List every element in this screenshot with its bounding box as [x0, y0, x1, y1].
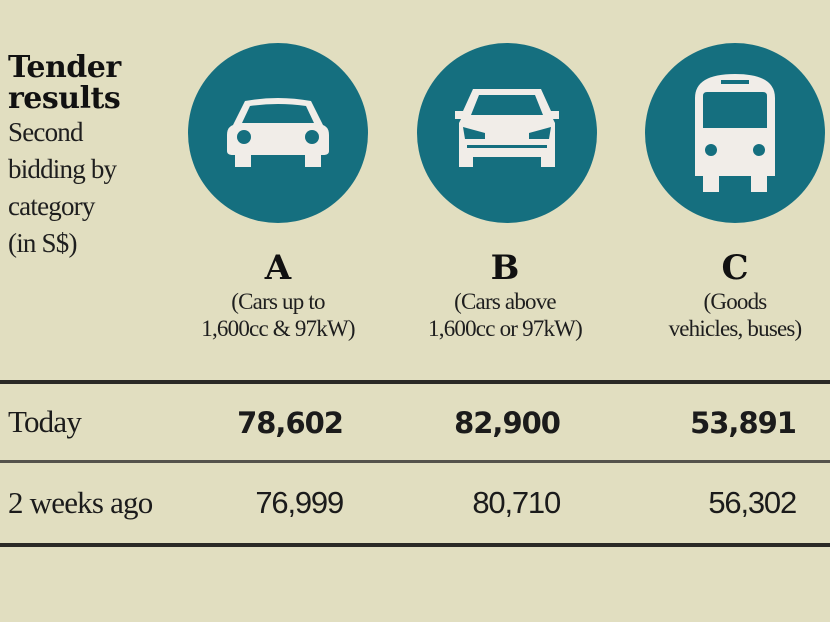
bus-icon — [695, 74, 775, 192]
category-desc: (Cars up to — [231, 289, 325, 314]
category-c-icon-circle — [645, 43, 825, 223]
large-car-icon — [455, 89, 559, 167]
row-label: Today — [8, 404, 82, 439]
category-desc: 1,600cc or 97kW) — [428, 316, 583, 341]
title-line-1: Tender — [8, 50, 121, 85]
table-mid-rule — [0, 460, 830, 463]
value-a: 78,602 — [237, 406, 344, 440]
category-b-icon-circle — [417, 43, 597, 223]
category-a-label: A (Cars up to 1,600cc & 97kW) — [163, 248, 393, 342]
category-letter: B — [490, 248, 520, 288]
table-top-rule — [0, 380, 830, 384]
category-desc: (Cars above — [454, 289, 556, 314]
title-block: Tender results Second bidding by categor… — [8, 52, 178, 262]
table-bottom-rule — [0, 543, 830, 547]
value-a: 76,999 — [255, 485, 344, 520]
category-letter: A — [264, 248, 292, 288]
subtitle-line: bidding by — [8, 154, 117, 184]
category-letter: C — [721, 248, 749, 288]
category-desc: 1,600cc & 97kW) — [201, 316, 355, 341]
row-label: 2 weeks ago — [8, 485, 153, 520]
subtitle: Second bidding by category (in S$) — [8, 114, 178, 262]
table-row-2-weeks-ago: 2 weeks ago 76,999 80,710 56,302 — [0, 465, 830, 545]
subtitle-line: Second — [8, 117, 83, 147]
subtitle-line: category — [8, 191, 95, 221]
category-desc: vehicles, buses) — [668, 316, 803, 341]
value-c: 56,302 — [708, 485, 797, 520]
value-c: 53,891 — [690, 406, 797, 440]
value-b: 82,900 — [454, 406, 561, 440]
subtitle-line: (in S$) — [8, 228, 77, 258]
category-a-icon-circle — [188, 43, 368, 223]
small-car-icon — [227, 98, 329, 167]
value-b: 80,710 — [472, 485, 561, 520]
table-row-today: Today 78,602 82,900 53,891 — [0, 384, 830, 464]
title-line-2: results — [8, 81, 121, 116]
category-desc: (Goods — [703, 289, 768, 314]
category-b-label: B (Cars above 1,600cc or 97kW) — [390, 248, 620, 342]
category-c-label: C (Goods vehicles, buses) — [620, 248, 830, 342]
